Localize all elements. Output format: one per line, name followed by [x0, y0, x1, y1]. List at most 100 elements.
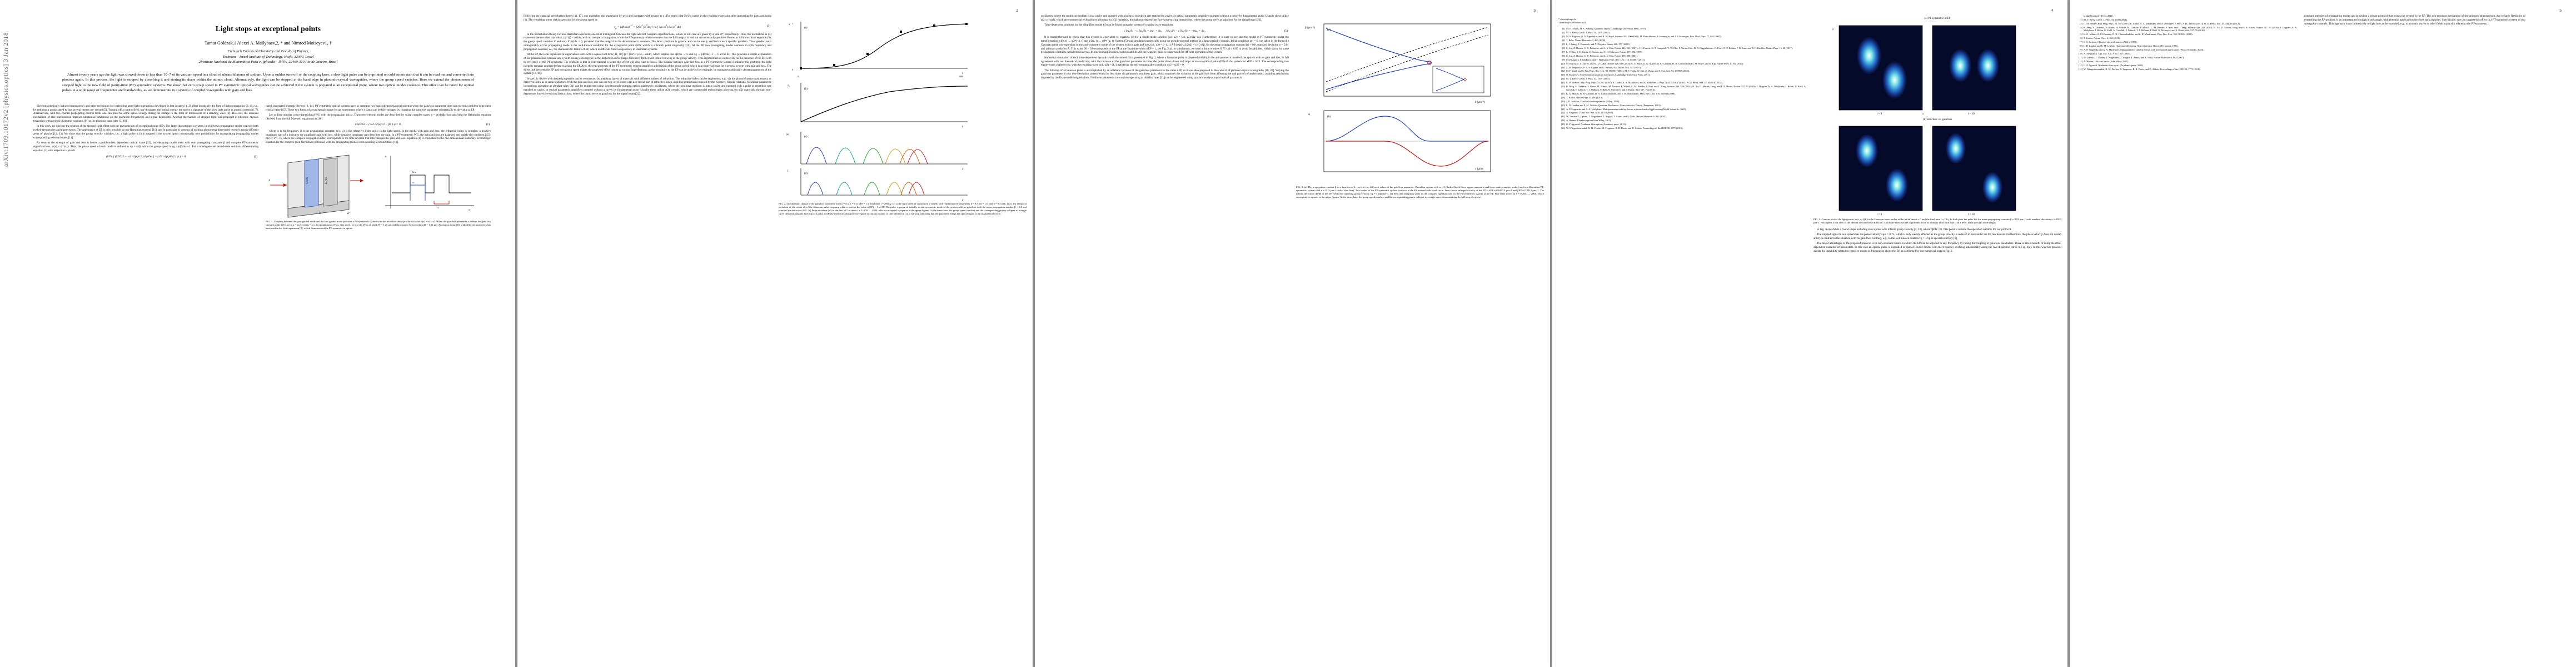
reference-number: [15]: [1561, 81, 1565, 84]
page5-columns: bridge University Press, 2011). [2] M. V.…: [2070, 14, 2576, 72]
figure-1-graphic: GAIN LOSS z W D: [266, 147, 491, 219]
reference-number: [20]: [1561, 103, 1565, 107]
svg-text:z₀: z₀: [788, 84, 790, 87]
reference-number: [19]: [1561, 99, 1565, 103]
reference-text: A. Weiner, Ultrafast optics (John Wiley,…: [1566, 119, 1612, 122]
figure-4-panel-a: t = 0 t = 10 z x: [1832, 25, 2016, 116]
reference-number: [11]: [1561, 66, 1565, 69]
affiliation-1: 1Schulich Faculty of Chemistry and Facul…: [227, 49, 309, 53]
reference-item: [12] A. Weiner, Ultrafast optics (John Wi…: [2076, 60, 2297, 63]
reference-item: [19] J. D. Jackson, Classical electrodyna…: [1558, 100, 1806, 103]
reference-item: [23] W. Tamaka, J. Upham, T. Nagashima, T…: [1558, 115, 1806, 118]
reference-number: [23]: [1561, 115, 1565, 118]
reference-item: [21] A. P. Sergienko and A. A. Mailybaev,…: [1558, 108, 1806, 111]
svg-text:(a): (a): [804, 27, 808, 29]
equation-1: ∂2ψ/∂x2 + ( ω2 n2(x)/c2 − β2 ) ψ = 0, (1…: [266, 123, 491, 127]
reference-number: [6]: [1562, 46, 1565, 49]
paragraph: The stopped signal in our system has the…: [1813, 233, 2061, 241]
reference-number: [10]: [1561, 62, 1565, 65]
reference-text: J. D. Jackson, Classical electrodynamics…: [1566, 99, 1620, 103]
page4-columns: * alexei@impa.br † nimrod@tx.technion.ac…: [1552, 14, 2067, 255]
svg-text:x: x: [1922, 113, 1924, 116]
author-list: Tamar Goldzak,1 Alexei A. Mailybaev,2, *…: [205, 41, 332, 46]
reference-text: T. Kottos, Nature Phys. 6, 166 (2010).: [1566, 96, 1603, 99]
reference-item: [11] W. Tamaka, J. Upham, T. Nagashima, T…: [2076, 56, 2297, 59]
svg-text:β (μm⁻¹): β (μm⁻¹): [1305, 26, 1315, 29]
reference-text: A. P. Sergienko and A. A. Mailybaev, Mul…: [1566, 107, 1687, 111]
svg-text:x (μm): x (μm): [1475, 168, 1483, 171]
svg-text:κ: κ: [789, 23, 790, 26]
reference-text: G. P. Agrawal, Nonlinear fiber optics (A…: [2084, 63, 2144, 67]
equation-3-body: vg = (dβ/dω)−1 = (2βc2 ∫ψ2dx) / (ω ∫ ∂(ω…: [614, 24, 681, 30]
reference-item: [5] K. G. Makris, R. El-Ganainy, D. N. Ch…: [2076, 33, 2297, 36]
page1-columns: Electromagnetically induced transparency…: [33, 104, 503, 233]
reference-item: [6] C. Liu, Z. Dutton, C. H. Behroozi, an…: [1558, 47, 1806, 50]
svg-text:0: 0: [792, 68, 793, 71]
svg-text:t: t: [962, 126, 963, 128]
paragraph: Following the classical perturbation the…: [524, 14, 771, 22]
reference-text: M. F. Yanik and S. Fan, Phys. Rev. Lett.…: [1566, 69, 1690, 73]
reference-item: [24] A. Weiner, Ultrafast optics (John Wi…: [1558, 119, 1806, 122]
svg-text:z: z: [962, 199, 964, 201]
equation-1-tag: (1): [486, 123, 490, 127]
svg-text:z: z: [1832, 28, 1834, 31]
reference-text: R. Peng, S. Ozdemir, S. Rotter, H. Yilma…: [2084, 26, 2297, 32]
reference-text: bridge University Press, 2011).: [2084, 14, 2114, 17]
svg-text:t = 10: t = 10: [1968, 113, 1975, 116]
reference-item: [2] M. V. Berry, Czech. J. Phys. 54, 1039…: [2076, 18, 2297, 22]
figure-2: κ t 0 1 0 2000 (a): [779, 17, 1027, 216]
svg-text:t = 0: t = 0: [1877, 213, 1882, 216]
page2-col1: Following the classical perturbation the…: [524, 14, 771, 219]
reference-item: [10] A. Siegman, J. Opt. Soc. Am. A 20, 1…: [2076, 52, 2297, 56]
svg-text:0: 0: [798, 75, 799, 78]
reference-item: [13] N. Moiseyev, Non-Hermitian quantum m…: [1558, 73, 1806, 77]
paragraph: At the EP, the local expansion of eigenv…: [524, 53, 771, 76]
reference-number: [18]: [1561, 96, 1565, 99]
paragraph: In the perturbation theory for non-Hermi…: [524, 32, 771, 51]
reference-number: [9]: [2079, 48, 2082, 52]
figure-4: (a) PT-symmetric at EP: [1813, 17, 2061, 225]
page-3: 3 oscillators, where the nonlinear mediu…: [1035, 0, 1550, 667]
paragraph: The major advantages of the proposed pro…: [1813, 242, 2061, 253]
reference-number: [25]: [1561, 123, 1565, 126]
reference-item: [11] Z. D. Jungnickel, P. R. S. Lapkin, a…: [1558, 66, 1806, 69]
figure-3: β (μm⁻¹) k (μm⁻¹) (a) ψ x (μm): [1296, 17, 1544, 199]
reference-text: W. Wittgenbosennkal, R. M. Fischer, B. F…: [2084, 67, 2201, 71]
paragraph: As soon as the strength of gain and loss…: [33, 141, 258, 152]
reference-text: C. M. Bender, Rep. Prog. Phys. 70, 947 (…: [2084, 22, 2240, 25]
footnote-email-2: † nimrod@tx.technion.ac.il: [1558, 21, 1586, 24]
reference-item: [20] L. D. Landau and E. M. Lifshitz, Qua…: [1558, 104, 1806, 107]
reference-text: M. V. Berry, Czech. J. Phys. 54, 1039 (2…: [1566, 31, 1610, 34]
svg-text:(b): (b): [1327, 115, 1331, 118]
reference-item: [3] M. S. Bigelow, N. N. Lepeshkin, and R…: [1558, 35, 1806, 38]
reference-number: [14]: [2078, 67, 2082, 71]
paragraph: It is straightforward to check that this…: [1041, 36, 1289, 54]
reference-text: T. Kottos, Nature Phys. 6, 166 (2010).: [2084, 37, 2121, 40]
svg-text:(b): (b): [804, 88, 808, 91]
paragraph: constant intensity of propagating modes …: [2304, 14, 2525, 26]
reference-item: [16] R. Peng, S. Ozdemir, S. Rotter, H. Y…: [1558, 85, 1806, 91]
svg-text:ψ: ψ: [1308, 113, 1311, 116]
reference-text: A. P. Sergienko and A. A. Mailybaev, Mul…: [2084, 48, 2204, 52]
reference-item: [4] T. Baba, Nature Photonics 2, 465 (200…: [1558, 39, 1806, 42]
reference-text: W. Tamaka, J. Upham, T. Nagashima, T. Su…: [1566, 115, 1667, 118]
reference-number: [11]: [2078, 56, 2082, 59]
reference-item: [6] T. Kottos, Nature Phys. 6, 166 (2010)…: [2076, 37, 2297, 40]
paragraph: Electromagnetically induced transparency…: [33, 104, 258, 123]
figure-4-panel-b: t = 0 t = 10: [1838, 126, 2016, 216]
reference-number: [12]: [2078, 59, 2082, 63]
reference-text: L. D. Landau and E. M. Lifshitz, Quantum…: [2084, 44, 2179, 48]
reference-item: [5] L. J. Wang, A. Kuzmich, and A. Dogari…: [1558, 43, 1806, 46]
affiliation-2: 2Instituto Nacional de Matemática Pura e…: [198, 60, 338, 64]
reference-text: A. Siegman, J. Opt. Soc. Am. A 20, 1617 …: [1566, 111, 1614, 115]
reference-number: [2]: [1562, 31, 1565, 34]
reference-item: [9] A. P. Sergienko and A. A. Mailybaev, …: [2076, 48, 2297, 52]
paragraph: where ω is the frequency, β is the propa…: [266, 129, 491, 145]
page2-col2: κ t 0 1 0 2000 (a): [779, 14, 1027, 219]
reference-item: [25] G. P. Agrawal, Nonlinear fiber optic…: [1558, 123, 1806, 126]
reference-item: [12] M. F. Yanik and S. Fan, Phys. Rev. L…: [1558, 69, 1806, 73]
reference-number: [6]: [2079, 37, 2082, 40]
equation-3-tag: (3): [766, 24, 770, 28]
reference-number: [22]: [1561, 111, 1565, 115]
svg-text:|u|: |u|: [786, 133, 789, 136]
